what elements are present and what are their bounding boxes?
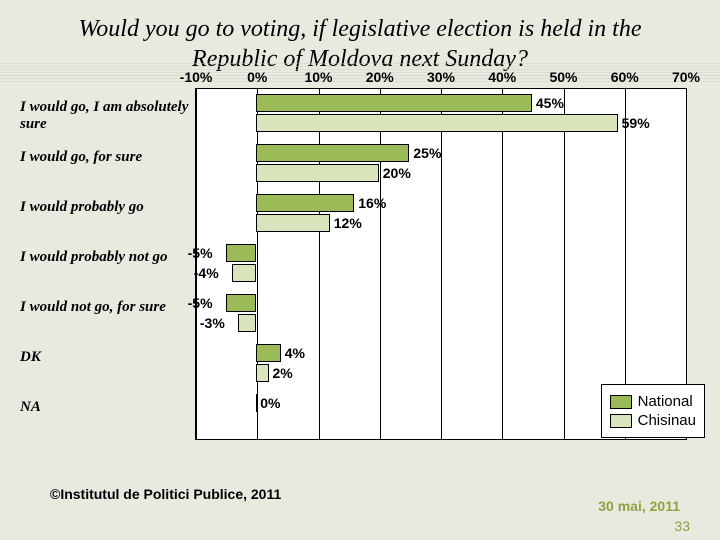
x-tick-label: 50%: [549, 69, 577, 85]
bar: [232, 264, 257, 282]
bar: [256, 114, 617, 132]
bar: [256, 194, 354, 212]
gridline: [564, 89, 565, 439]
value-label: -5%: [188, 245, 213, 261]
bar: [238, 314, 256, 332]
x-tick-label: 10%: [304, 69, 332, 85]
category-label: I would not go, for sure: [20, 299, 190, 316]
gridline: [196, 89, 197, 439]
bar: [256, 214, 330, 232]
value-label: 4%: [285, 345, 305, 361]
page-number: 33: [674, 518, 690, 534]
category-label: DK: [20, 349, 190, 366]
bar: [256, 164, 379, 182]
category-label: I would probably go: [20, 199, 190, 216]
category-label: NA: [20, 399, 190, 416]
x-tick-label: 60%: [611, 69, 639, 85]
bar: [256, 94, 532, 112]
x-tick-label: 40%: [488, 69, 516, 85]
gridline: [257, 89, 258, 439]
category-label: I would go, for sure: [20, 149, 190, 166]
gridline: [380, 89, 381, 439]
gridline: [319, 89, 320, 439]
copyright: ©Institutul de Politici Publice, 2011: [50, 486, 281, 502]
value-label: -5%: [188, 295, 213, 311]
value-label: -4%: [194, 265, 219, 281]
bar: [256, 144, 409, 162]
category-label: I would probably not go: [20, 249, 190, 266]
legend: National Chisinau: [601, 384, 705, 438]
legend-swatch-chisinau: [610, 414, 632, 428]
value-label: 25%: [413, 145, 441, 161]
value-label: 20%: [383, 165, 411, 181]
value-label: 45%: [536, 95, 564, 111]
x-tick-label: 70%: [672, 69, 700, 85]
value-label: 16%: [358, 195, 386, 211]
x-tick-label: 0%: [247, 69, 267, 85]
legend-label: Chisinau: [638, 412, 696, 429]
x-tick-label: 20%: [366, 69, 394, 85]
legend-label: National: [638, 393, 693, 410]
bar: [226, 244, 257, 262]
chart: -10%0%10%20%30%40%50%60%70% National Chi…: [20, 88, 700, 468]
x-tick-label: 30%: [427, 69, 455, 85]
value-label: 12%: [334, 215, 362, 231]
bar: [256, 394, 258, 412]
legend-swatch-national: [610, 395, 632, 409]
value-label: 0%: [260, 395, 280, 411]
bar: [256, 344, 281, 362]
gridline: [441, 89, 442, 439]
value-label: 59%: [622, 115, 650, 131]
x-tick-label: -10%: [180, 69, 213, 85]
category-label: I would go, I am absolutely sure: [20, 99, 190, 132]
bar: [226, 294, 257, 312]
value-label: 2%: [273, 365, 293, 381]
bar: [256, 364, 268, 382]
date: 30 mai, 2011: [598, 498, 680, 514]
value-label: -3%: [200, 315, 225, 331]
gridline: [502, 89, 503, 439]
